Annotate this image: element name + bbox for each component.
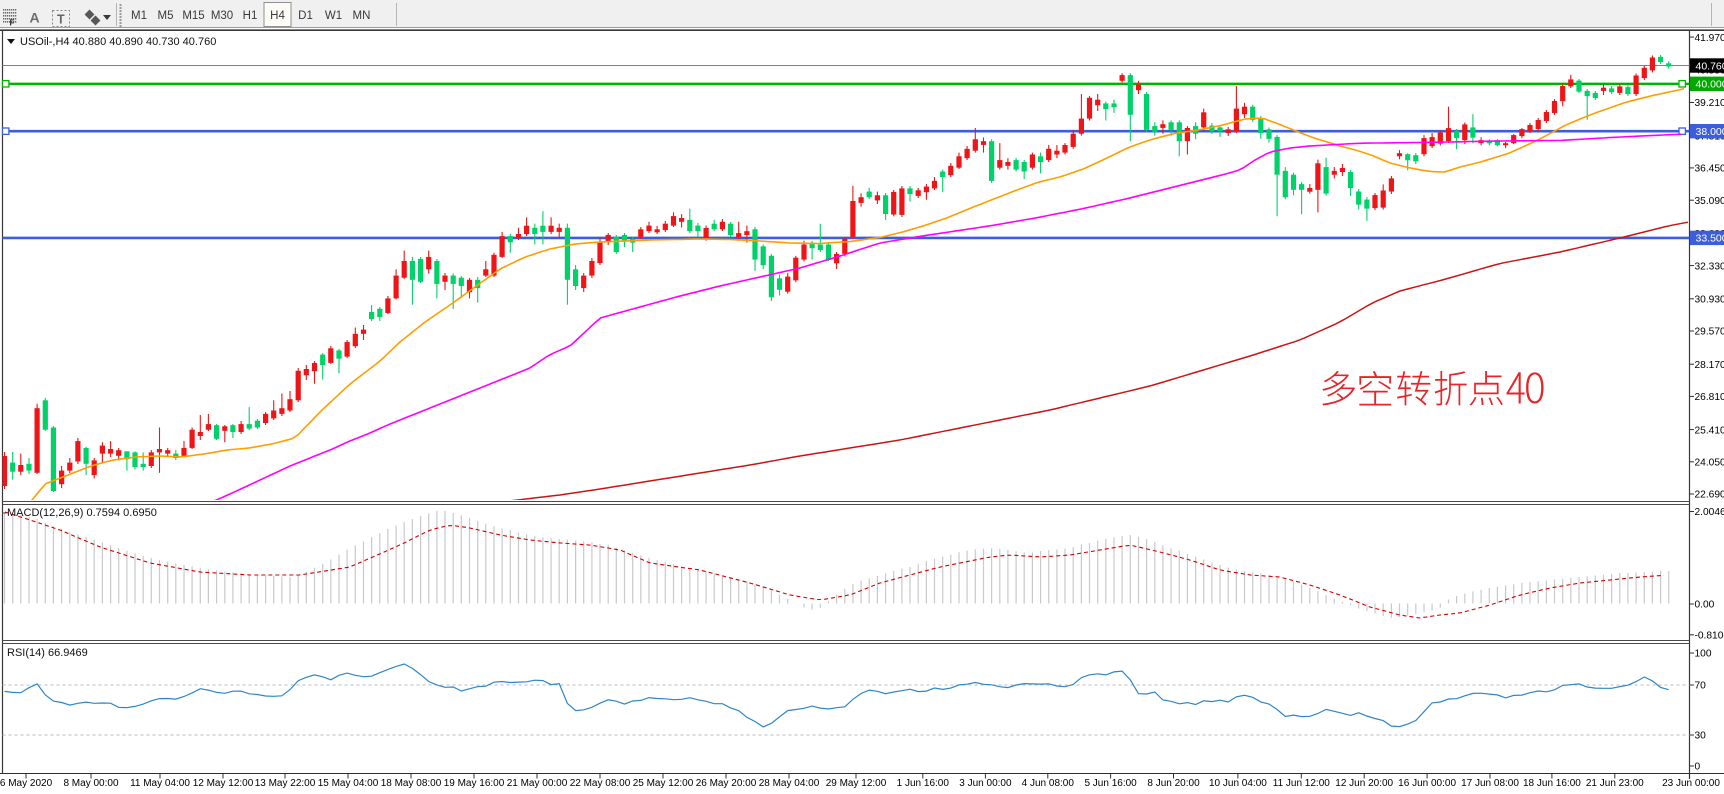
svg-text:M1: M1 <box>131 10 147 22</box>
svg-text:M15: M15 <box>182 10 204 22</box>
svg-text:RSI(14) 66.9469: RSI(14) 66.9469 <box>7 647 88 659</box>
svg-text:19 May 16:00: 19 May 16:00 <box>444 778 505 789</box>
svg-text:1 Jun 16:00: 1 Jun 16:00 <box>897 778 950 789</box>
svg-text:26 May 20:00: 26 May 20:00 <box>696 778 757 789</box>
svg-text:3 Jun 00:00: 3 Jun 00:00 <box>959 778 1012 789</box>
svg-text:18 Jun 16:00: 18 Jun 16:00 <box>1523 778 1581 789</box>
svg-text:33.500: 33.500 <box>1696 233 1724 245</box>
svg-text:28 May 04:00: 28 May 04:00 <box>759 778 820 789</box>
svg-text:2.0046: 2.0046 <box>1695 507 1724 518</box>
svg-text:12 May 12:00: 12 May 12:00 <box>193 778 254 789</box>
svg-text:8 Jun 20:00: 8 Jun 20:00 <box>1147 778 1200 789</box>
svg-text:11 Jun 12:00: 11 Jun 12:00 <box>1273 778 1331 789</box>
svg-text:32.330: 32.330 <box>1695 261 1724 272</box>
svg-text:16 Jun 00:00: 16 Jun 00:00 <box>1398 778 1456 789</box>
svg-text:10 Jun 04:00: 10 Jun 04:00 <box>1209 778 1267 789</box>
svg-text:15 May 04:00: 15 May 04:00 <box>318 778 379 789</box>
svg-text:36.450: 36.450 <box>1695 164 1724 175</box>
svg-text:13 May 22:00: 13 May 22:00 <box>255 778 316 789</box>
svg-text:100: 100 <box>1695 649 1712 660</box>
svg-text:25.410: 25.410 <box>1695 425 1724 436</box>
svg-text:T: T <box>57 13 65 27</box>
svg-text:70: 70 <box>1695 681 1707 692</box>
svg-text:29 May 12:00: 29 May 12:00 <box>826 778 887 789</box>
svg-text:26.810: 26.810 <box>1695 392 1724 403</box>
svg-text:5 Jun 16:00: 5 Jun 16:00 <box>1084 778 1137 789</box>
svg-text:18 May 08:00: 18 May 08:00 <box>381 778 442 789</box>
svg-text:USOil-,H4 40.880 40.890 40.73: USOil-,H4 40.880 40.890 40.730 40.760 <box>20 36 216 48</box>
svg-text:M5: M5 <box>158 10 174 22</box>
svg-text:24.050: 24.050 <box>1695 458 1724 469</box>
svg-text:W1: W1 <box>325 10 342 22</box>
svg-text:-0.8108: -0.8108 <box>1695 631 1724 642</box>
svg-text:22 May 08:00: 22 May 08:00 <box>570 778 631 789</box>
svg-text:MACD(12,26,9) 0.7594 0.6950: MACD(12,26,9) 0.7594 0.6950 <box>7 507 157 519</box>
svg-text:H4: H4 <box>270 10 285 22</box>
svg-text:11 May 04:00: 11 May 04:00 <box>130 778 190 789</box>
svg-text:38.000: 38.000 <box>1696 126 1724 138</box>
svg-text:40.760: 40.760 <box>1696 60 1724 72</box>
svg-text:8 May 00:00: 8 May 00:00 <box>63 778 118 789</box>
svg-text:30: 30 <box>1695 731 1707 742</box>
svg-text:35.090: 35.090 <box>1695 196 1724 207</box>
svg-text:0: 0 <box>1695 762 1701 773</box>
svg-text:28.170: 28.170 <box>1695 360 1724 371</box>
svg-text:H1: H1 <box>243 10 258 22</box>
svg-text:A: A <box>30 10 40 26</box>
svg-text:17 Jun 08:00: 17 Jun 08:00 <box>1461 778 1519 789</box>
svg-text:12 Jun 20:00: 12 Jun 20:00 <box>1335 778 1393 789</box>
svg-text:29.570: 29.570 <box>1695 327 1724 338</box>
svg-text:39.210: 39.210 <box>1695 98 1724 109</box>
svg-text:0.00: 0.00 <box>1695 600 1715 611</box>
svg-text:F: F <box>10 19 15 28</box>
svg-text:21 Jun 23:00: 21 Jun 23:00 <box>1586 778 1644 789</box>
svg-text:41.970: 41.970 <box>1695 33 1724 44</box>
svg-text:6 May 2020: 6 May 2020 <box>0 778 53 789</box>
svg-text:21 May 00:00: 21 May 00:00 <box>507 778 568 789</box>
svg-text:MN: MN <box>353 10 371 22</box>
svg-text:M30: M30 <box>211 10 233 22</box>
svg-text:25 May 12:00: 25 May 12:00 <box>633 778 694 789</box>
svg-text:40.000: 40.000 <box>1696 79 1724 91</box>
svg-text:22.690: 22.690 <box>1695 490 1724 501</box>
svg-text:4 Jun 08:00: 4 Jun 08:00 <box>1022 778 1075 789</box>
svg-text:30.930: 30.930 <box>1695 295 1724 306</box>
svg-text:23 Jun 00:00: 23 Jun 00:00 <box>1662 778 1720 789</box>
svg-text:D1: D1 <box>298 10 313 22</box>
